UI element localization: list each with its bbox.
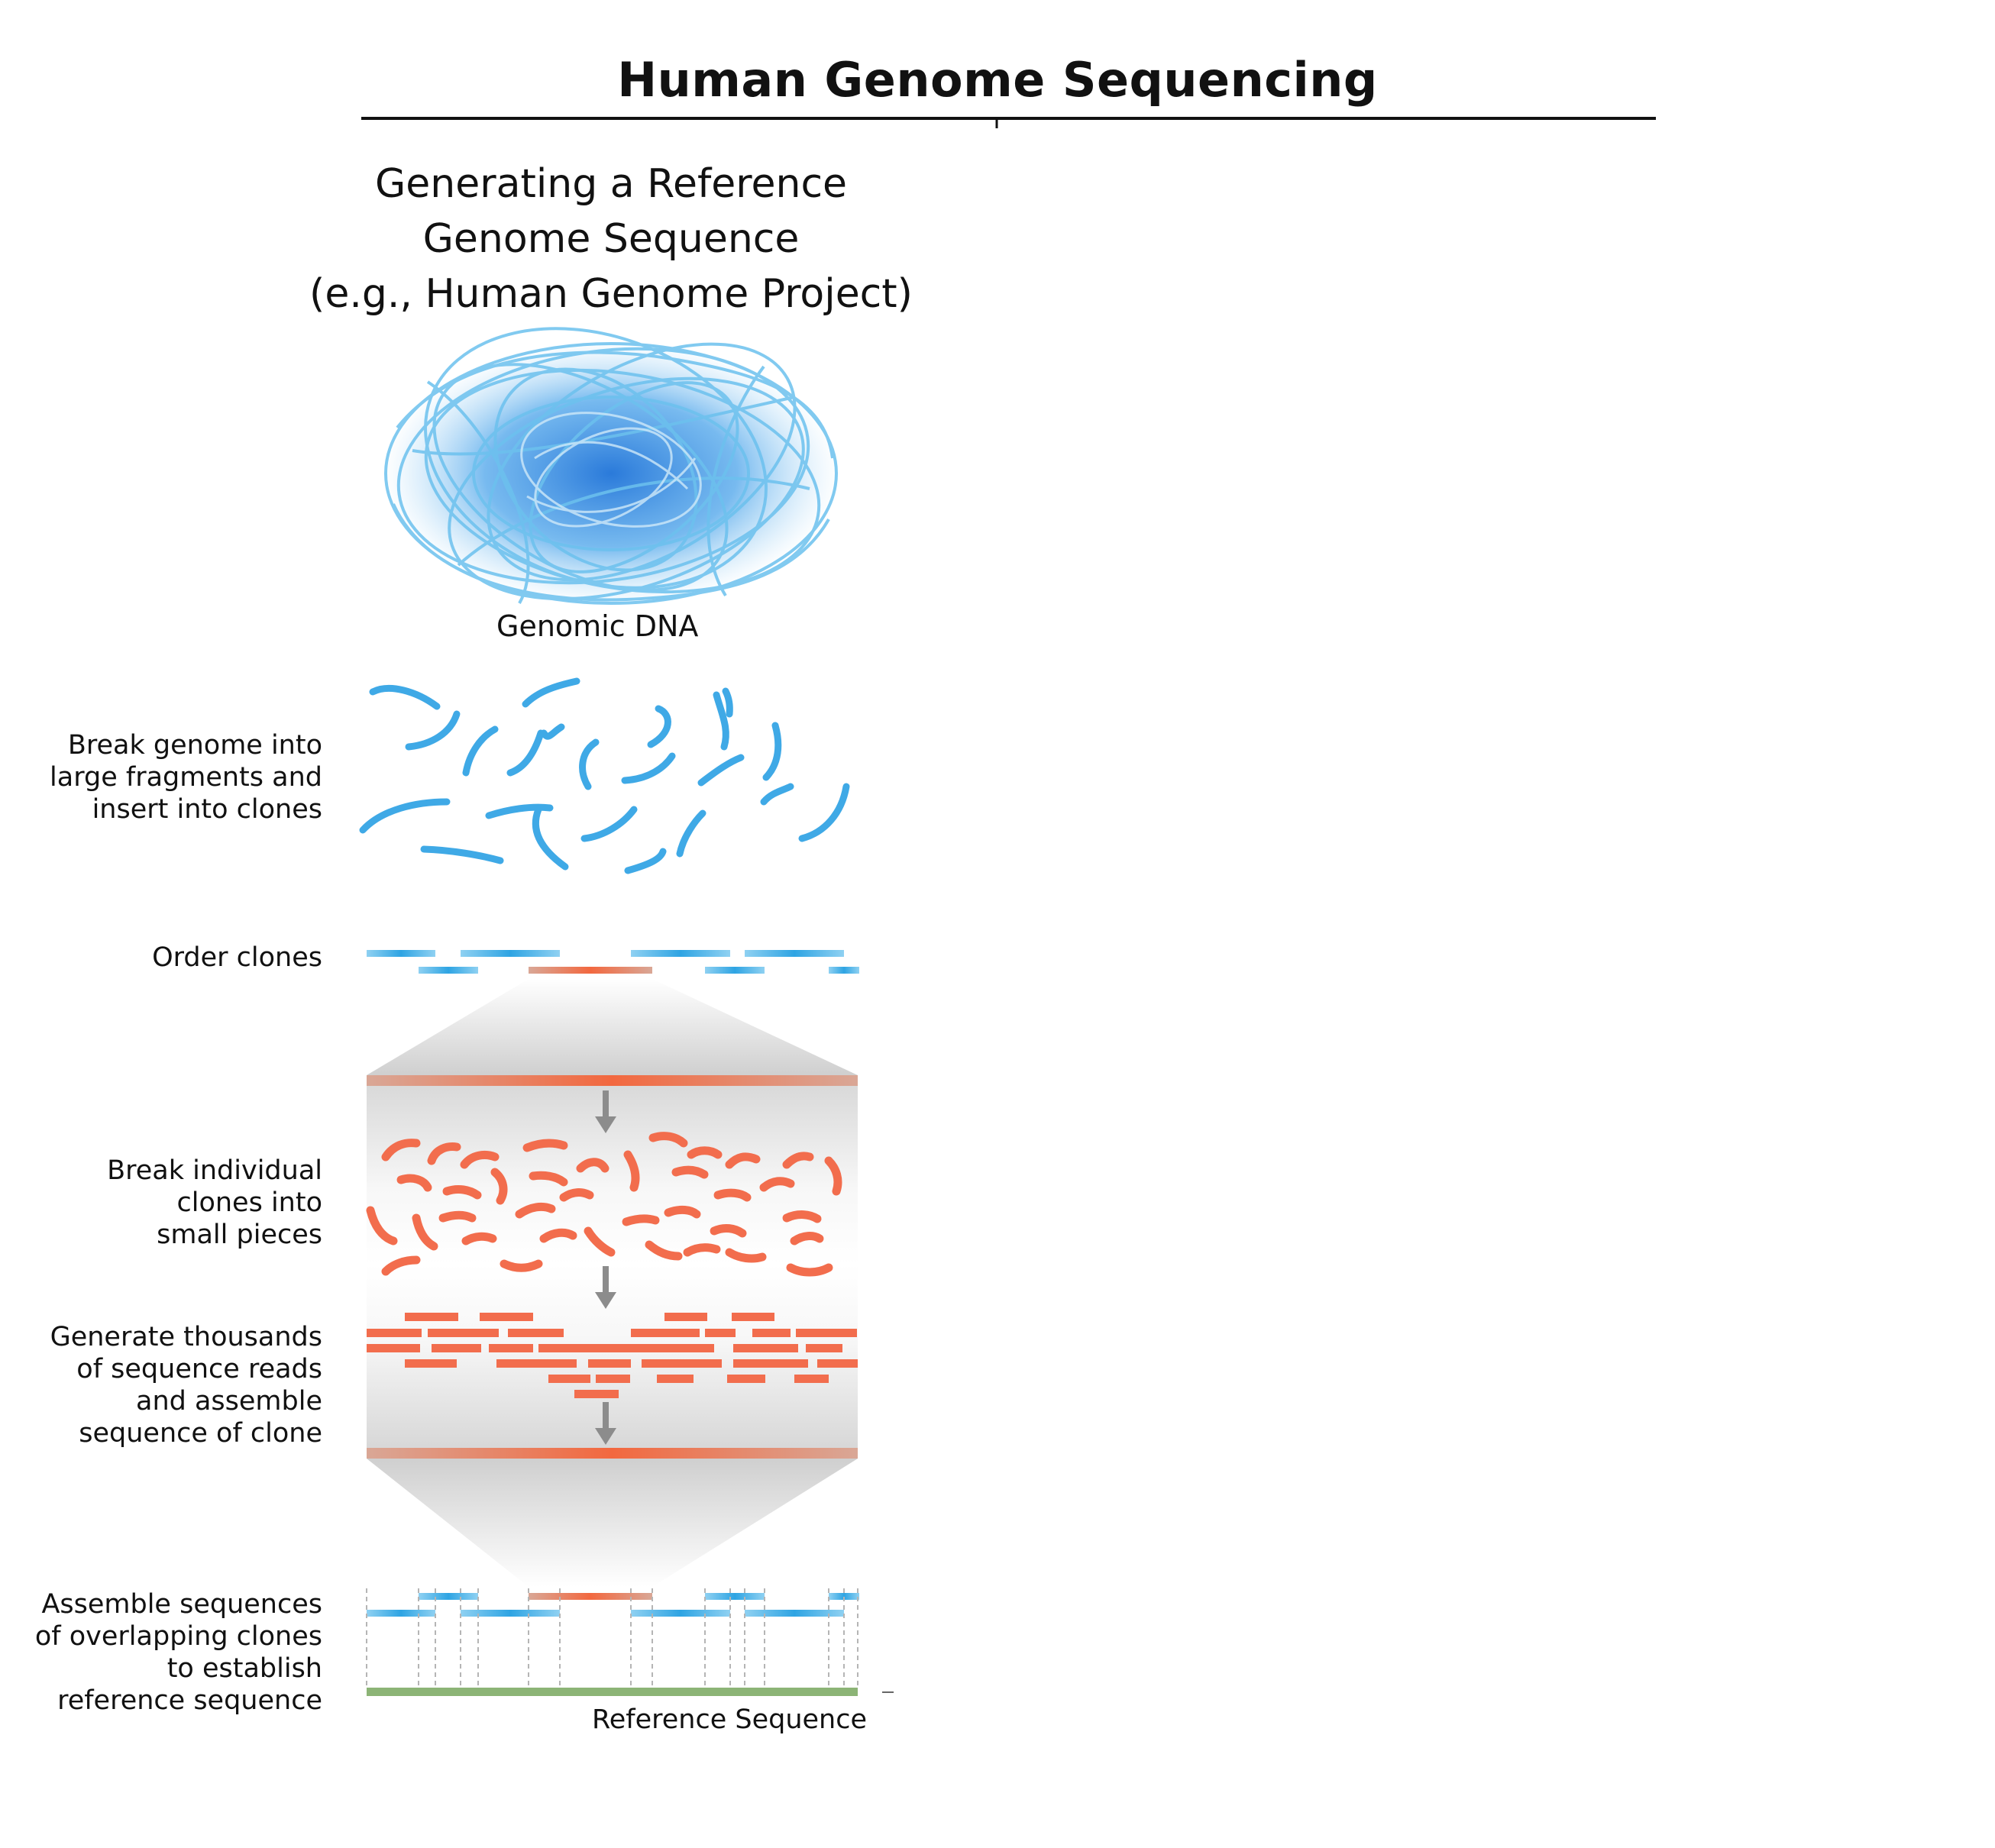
page-title: Human Genome Sequencing <box>617 52 1378 108</box>
zoom-fan-bottom <box>367 1459 858 1587</box>
title-underline <box>361 117 1656 128</box>
down-arrow-icon <box>595 1266 616 1309</box>
reference-sequence-bar <box>367 1688 858 1696</box>
down-arrow-icon <box>595 1090 616 1133</box>
reference-sequence-label: Reference Sequence <box>592 1704 868 1735</box>
step-label-assemble: Assemble sequences of overlapping clones t… <box>34 1589 322 1716</box>
clone-bar-top <box>367 1075 858 1086</box>
subtitle-line-2: Genome Sequence <box>422 216 800 262</box>
diagram-subtitle: Generating a Reference Genome Sequence (… <box>229 157 993 321</box>
subtitle-line-3: (e.g., Human Genome Project) <box>309 271 913 317</box>
small-pieces <box>366 1132 842 1277</box>
genomic-dna-icon <box>382 327 840 607</box>
down-arrow-icon <box>595 1402 616 1445</box>
step-label-order-clones: Order clones <box>152 942 322 973</box>
step-label-break-clones: Break individual clones into small pieces <box>107 1155 322 1250</box>
assembled-clones <box>366 1588 859 1688</box>
genomic-dna-label: Genomic DNA <box>496 609 699 643</box>
large-fragments <box>359 677 850 874</box>
step-label-generate-reads: Generate thousands of sequence reads and a… <box>50 1322 322 1449</box>
subtitle-line-1: Generating a Reference <box>374 161 848 207</box>
ordered-clones <box>367 950 859 974</box>
sequence-reads <box>367 1313 858 1398</box>
clone-bar-assembled <box>367 1448 858 1459</box>
zoom-fan-top <box>367 979 858 1075</box>
step-label-break-genome: Break genome into large fragments and inse… <box>50 730 322 825</box>
